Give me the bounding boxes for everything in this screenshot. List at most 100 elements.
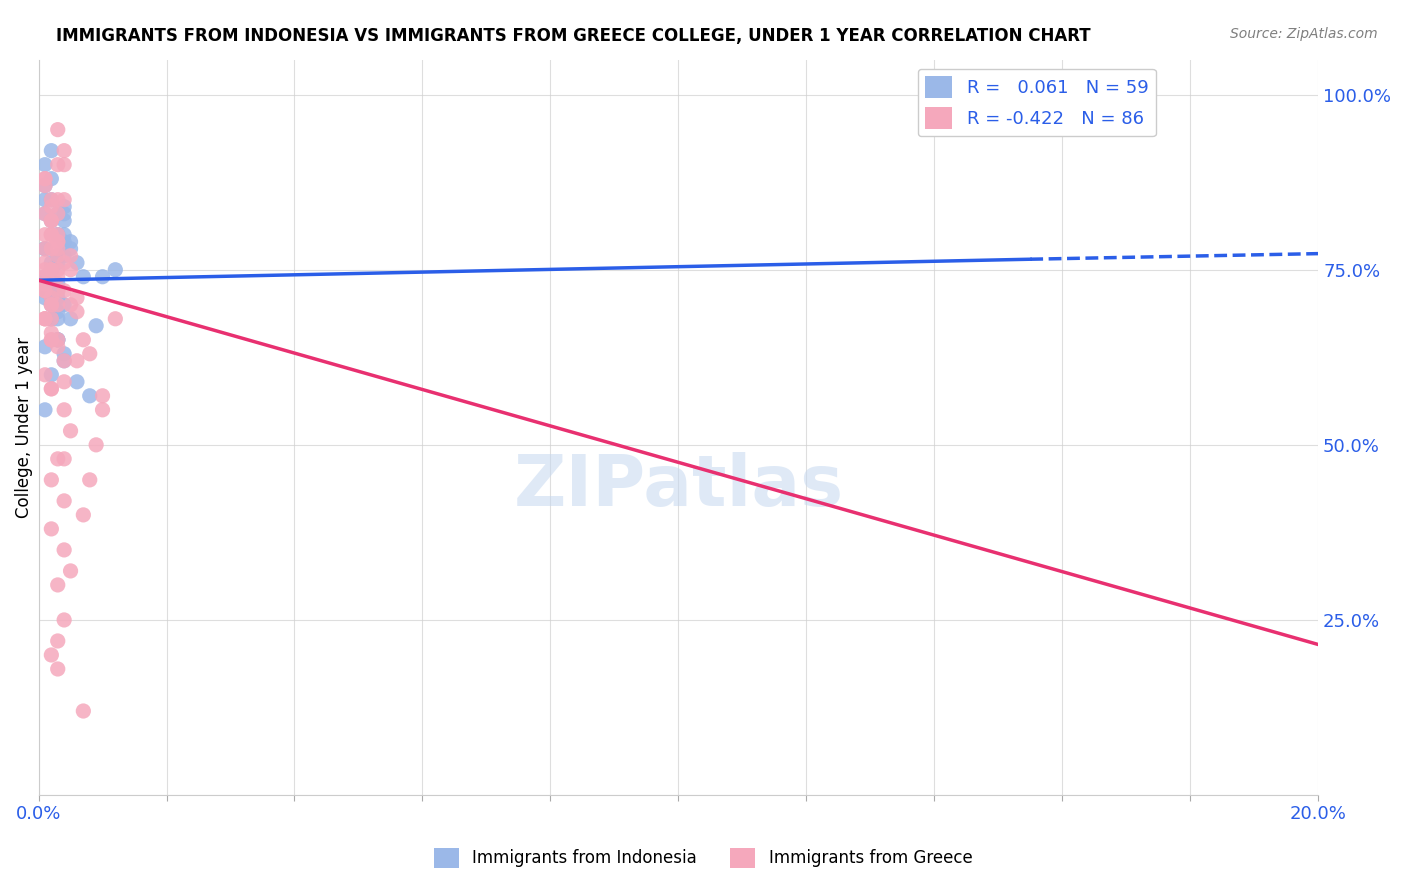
Point [41, 311, 63, 326]
Point [34, 242, 56, 256]
Point [46, 227, 69, 242]
Legend: R =   0.061   N = 59, R = -0.422   N = 86: R = 0.061 N = 59, R = -0.422 N = 86 [918, 69, 1156, 136]
Point [53, 200, 76, 214]
Legend: Immigrants from Indonesia, Immigrants from Greece: Immigrants from Indonesia, Immigrants fr… [427, 841, 979, 875]
Point [59, 311, 82, 326]
Point [34, 178, 56, 193]
Point [53, 494, 76, 508]
Point [34, 171, 56, 186]
Point [46, 235, 69, 249]
Point [53, 193, 76, 207]
Point [41, 193, 63, 207]
Point [34, 193, 56, 207]
Point [41, 291, 63, 305]
Point [53, 542, 76, 557]
Point [41, 473, 63, 487]
Point [41, 213, 63, 227]
Point [104, 311, 127, 326]
Point [46, 578, 69, 592]
Point [72, 508, 94, 522]
Point [34, 178, 56, 193]
Point [79, 347, 101, 361]
Point [34, 277, 56, 291]
Point [34, 207, 56, 221]
Point [34, 311, 56, 326]
Point [53, 613, 76, 627]
Point [59, 249, 82, 263]
Point [34, 269, 56, 284]
Point [53, 207, 76, 221]
Point [79, 473, 101, 487]
Point [46, 207, 69, 221]
Point [41, 213, 63, 227]
Point [41, 333, 63, 347]
Point [34, 340, 56, 354]
Point [41, 193, 63, 207]
Text: IMMIGRANTS FROM INDONESIA VS IMMIGRANTS FROM GREECE COLLEGE, UNDER 1 YEAR CORREL: IMMIGRANTS FROM INDONESIA VS IMMIGRANTS … [56, 27, 1091, 45]
Point [34, 242, 56, 256]
Point [34, 262, 56, 277]
Point [46, 333, 69, 347]
Point [46, 333, 69, 347]
Point [46, 451, 69, 466]
Point [34, 284, 56, 298]
Point [41, 326, 63, 340]
Point [53, 256, 76, 270]
Point [41, 382, 63, 396]
Point [66, 353, 89, 368]
Point [91, 402, 114, 417]
Point [41, 227, 63, 242]
Point [46, 269, 69, 284]
Point [46, 333, 69, 347]
Point [41, 368, 63, 382]
Point [59, 564, 82, 578]
Point [59, 242, 82, 256]
Point [53, 353, 76, 368]
Point [59, 235, 82, 249]
Text: ZIPatlas: ZIPatlas [513, 451, 844, 521]
Point [84, 438, 107, 452]
Point [46, 634, 69, 648]
Point [91, 269, 114, 284]
Point [34, 284, 56, 298]
Point [66, 305, 89, 319]
Point [66, 375, 89, 389]
Point [41, 648, 63, 662]
Point [34, 269, 56, 284]
Point [53, 284, 76, 298]
Point [34, 256, 56, 270]
Point [34, 171, 56, 186]
Point [34, 291, 56, 305]
Point [34, 311, 56, 326]
Point [53, 144, 76, 158]
Point [84, 318, 107, 333]
Point [53, 375, 76, 389]
Point [46, 262, 69, 277]
Point [41, 144, 63, 158]
Point [46, 284, 69, 298]
Point [53, 298, 76, 312]
Point [46, 284, 69, 298]
Point [53, 249, 76, 263]
Point [41, 291, 63, 305]
Point [53, 353, 76, 368]
Point [46, 193, 69, 207]
Point [46, 256, 69, 270]
Point [66, 256, 89, 270]
Point [46, 291, 69, 305]
Point [53, 402, 76, 417]
Point [46, 305, 69, 319]
Point [53, 213, 76, 227]
Point [34, 277, 56, 291]
Point [104, 262, 127, 277]
Point [72, 333, 94, 347]
Point [41, 298, 63, 312]
Point [46, 298, 69, 312]
Point [59, 262, 82, 277]
Point [46, 242, 69, 256]
Point [41, 262, 63, 277]
Point [41, 333, 63, 347]
Point [46, 207, 69, 221]
Point [41, 522, 63, 536]
Point [79, 389, 101, 403]
